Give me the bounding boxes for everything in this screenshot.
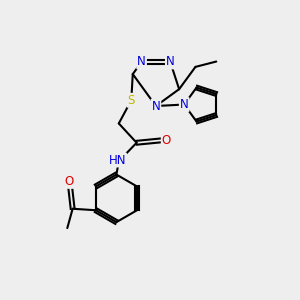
Text: N: N — [152, 100, 160, 112]
Text: O: O — [162, 134, 171, 147]
Text: O: O — [64, 175, 74, 188]
Text: N: N — [137, 56, 146, 68]
Text: N: N — [166, 56, 175, 68]
Text: HN: HN — [109, 154, 126, 166]
Text: S: S — [128, 94, 135, 107]
Text: N: N — [180, 98, 189, 111]
